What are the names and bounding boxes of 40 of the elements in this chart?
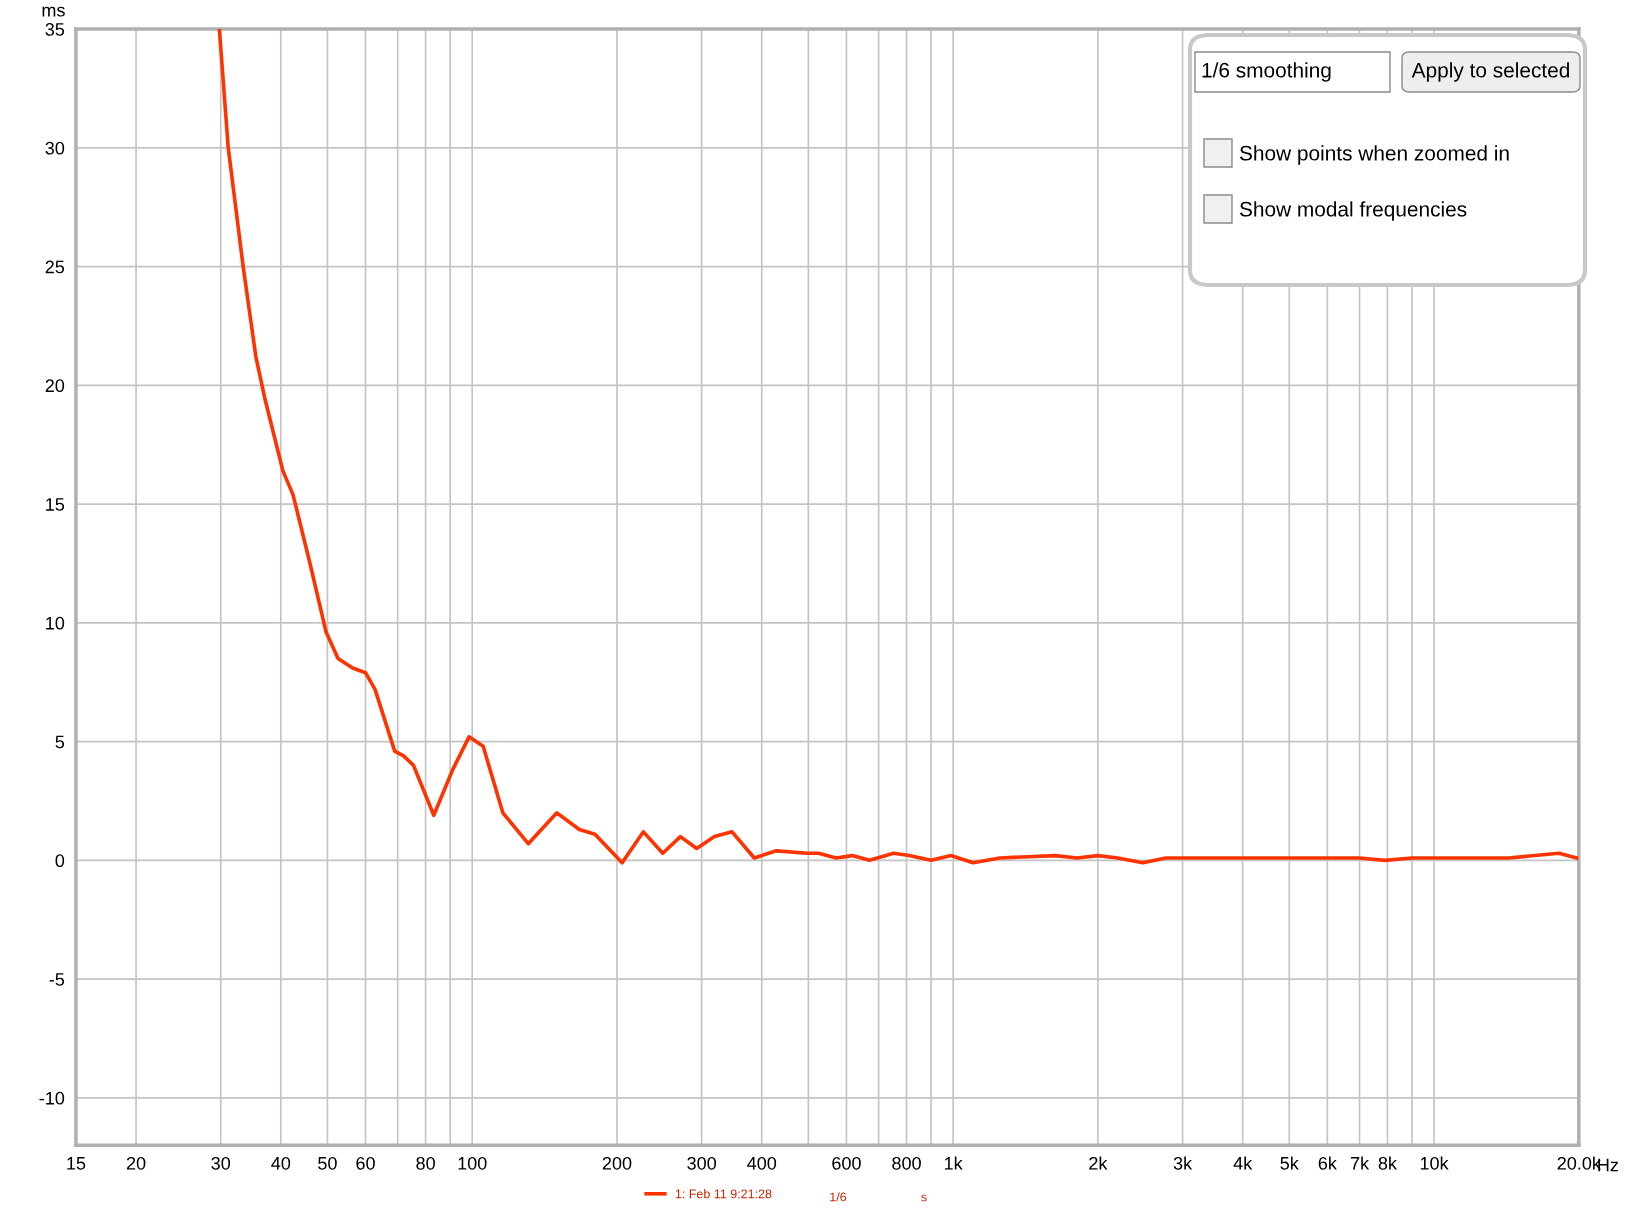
x-tick-label: 800 bbox=[892, 1156, 921, 1170]
annotation: Show modal frequencies bbox=[1239, 201, 1467, 221]
x-tick-label: 600 bbox=[832, 1156, 861, 1170]
x-tick-label: 80 bbox=[416, 1156, 435, 1170]
y-tick-label: 0 bbox=[55, 854, 65, 868]
x-tick-label: 2k bbox=[1089, 1156, 1108, 1170]
legend-label: 1: Feb 11 9:21:28 bbox=[675, 1189, 772, 1199]
annotation: Apply to selected bbox=[1411, 62, 1569, 82]
y-tick-label: 20 bbox=[45, 379, 65, 393]
annotation: 1/6 smoothing bbox=[1202, 62, 1331, 82]
x-tick-label: 40 bbox=[271, 1156, 291, 1170]
y-tick-label: 15 bbox=[46, 498, 65, 511]
x-tick-label: 60 bbox=[356, 1156, 375, 1170]
x-tick-label: 15 bbox=[67, 1157, 86, 1170]
y-axis-title: ms bbox=[42, 6, 65, 17]
y-tick-label: 30 bbox=[45, 141, 65, 155]
x-tick-label: 10k bbox=[1420, 1156, 1449, 1170]
x-tick-label: 8k bbox=[1378, 1156, 1397, 1170]
y-tick-label: -10 bbox=[39, 1091, 65, 1105]
text: 1/6 bbox=[830, 1192, 847, 1202]
annotation: Show points when zoomed in bbox=[1239, 145, 1509, 165]
y-tick-label: -5 bbox=[49, 973, 65, 986]
x-tick-label: 1k bbox=[944, 1156, 963, 1170]
x-tick-label: 4k bbox=[1233, 1156, 1253, 1170]
y-tick-label: 5 bbox=[55, 735, 65, 749]
y-tick-label: 25 bbox=[45, 260, 65, 274]
x-tick-label: 200 bbox=[602, 1156, 632, 1170]
x-tick-label: 7k bbox=[1350, 1156, 1370, 1170]
x-tick-label: 6k bbox=[1318, 1156, 1337, 1170]
text: s bbox=[921, 1194, 927, 1202]
x-tick-label: 100 bbox=[458, 1156, 487, 1170]
x-tick-label: 20 bbox=[126, 1156, 146, 1170]
x-tick-label: 30 bbox=[211, 1156, 231, 1170]
y-tick-label: 35 bbox=[45, 23, 65, 36]
y-tick-label: 10 bbox=[46, 616, 65, 630]
x-tick-label: 50 bbox=[318, 1156, 337, 1170]
x-tick-label: 300 bbox=[687, 1156, 717, 1170]
x-tick-label: 5k bbox=[1280, 1156, 1299, 1170]
x-tick-label: 400 bbox=[747, 1156, 777, 1170]
x-tick-label: 3k bbox=[1173, 1156, 1193, 1170]
